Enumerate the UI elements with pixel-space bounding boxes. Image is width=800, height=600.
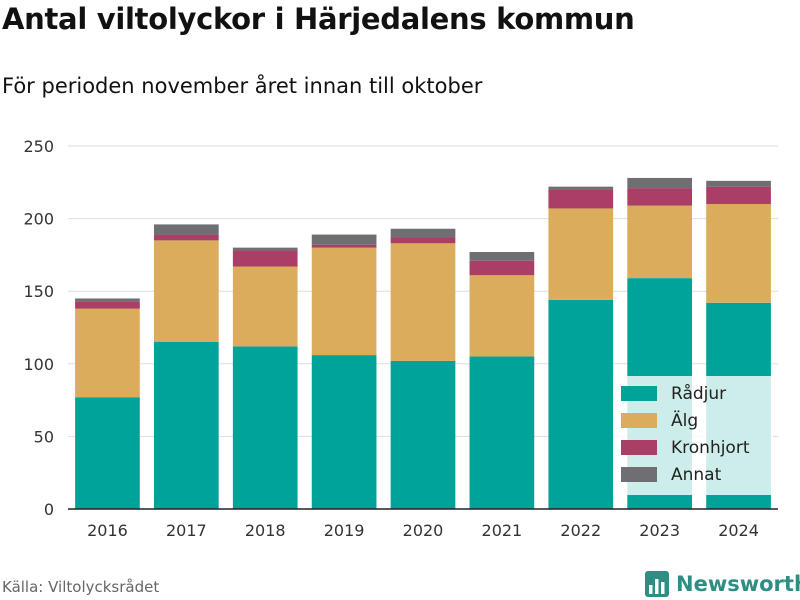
- bar-segment-rådjur: [311, 355, 377, 509]
- bar-segment-annat: [390, 228, 456, 238]
- bar-segment-älg: [311, 247, 377, 356]
- bar-segment-annat: [627, 177, 693, 189]
- bar-segment-kronhjort: [390, 237, 456, 244]
- x-tick-label: 2016: [87, 521, 128, 540]
- bar-segment-älg: [390, 243, 456, 361]
- bar-segment-kronhjort: [232, 250, 298, 267]
- source-note: Källa: Viltolycksrådet: [2, 578, 160, 596]
- x-tick-label: 2017: [166, 521, 207, 540]
- bar-segment-rådjur: [548, 299, 614, 509]
- bar-segment-kronhjort: [153, 234, 219, 241]
- bar-segment-annat: [548, 186, 614, 190]
- bar-segment-älg: [706, 204, 771, 303]
- legend-swatch: [621, 467, 657, 482]
- bar-segment-älg: [232, 266, 298, 347]
- x-tick-label: 2019: [324, 521, 365, 540]
- legend-label: Älg: [671, 410, 698, 431]
- bar-segment-kronhjort: [311, 244, 377, 248]
- bar-segment-älg: [548, 208, 614, 300]
- bar-segment-kronhjort: [548, 189, 614, 209]
- x-tick-label: 2022: [560, 521, 601, 540]
- bar-segment-rådjur: [75, 397, 140, 509]
- legend-label: Kronhjort: [671, 438, 750, 458]
- legend-label: Annat: [671, 465, 722, 485]
- bar-segment-kronhjort: [75, 301, 140, 309]
- y-tick-label: 200: [23, 210, 54, 229]
- bar-segment-kronhjort: [706, 186, 771, 205]
- y-tick-label: 150: [23, 282, 54, 301]
- y-tick-label: 0: [44, 500, 54, 519]
- legend-swatch: [621, 440, 657, 455]
- bar-segment-annat: [232, 247, 298, 251]
- bar-segment-rådjur: [232, 346, 298, 509]
- legend-swatch: [621, 413, 657, 428]
- bar-segment-annat: [153, 224, 219, 235]
- bar-segment-annat: [706, 180, 771, 187]
- bar-segment-rådjur: [390, 360, 456, 509]
- y-tick-label: 100: [23, 355, 54, 374]
- x-tick-label: 2024: [718, 521, 759, 540]
- chart-title: Antal viltolyckor i Härjedalens kommun: [2, 2, 635, 36]
- legend-swatch: [621, 386, 657, 401]
- stacked-bar-chart: 0 50 100 150 200 250 2016 2017 2018 2019 2020 2021 2…: [23, 137, 778, 540]
- bar-segment-älg: [153, 240, 219, 343]
- bar-segment-annat: [469, 251, 535, 261]
- y-tick-label: 250: [23, 137, 54, 156]
- y-tick-label: 50: [34, 427, 54, 446]
- bar-segment-älg: [627, 205, 693, 279]
- x-tick-label: 2020: [403, 521, 444, 540]
- bar-segment-älg: [469, 275, 535, 357]
- bar-segment-rådjur: [153, 342, 219, 509]
- x-tick-label: 2023: [639, 521, 680, 540]
- x-tick-label: 2018: [245, 521, 286, 540]
- x-tick-label: 2021: [482, 521, 523, 540]
- chart-subtitle: För perioden november året innan till ok…: [2, 74, 483, 98]
- bar-segment-annat: [311, 234, 377, 245]
- newsworthy-chart-icon: [645, 571, 669, 597]
- brand-name: Newsworthy: [676, 572, 800, 596]
- bar-segment-annat: [75, 298, 140, 302]
- bar-segment-älg: [75, 308, 140, 398]
- newsworthy-logo: Newsworthy: [644, 568, 800, 600]
- bar-segment-rådjur: [469, 356, 535, 509]
- bar-segment-kronhjort: [627, 188, 693, 206]
- bar-segment-kronhjort: [469, 260, 535, 276]
- legend-label: Rådjur: [671, 383, 726, 404]
